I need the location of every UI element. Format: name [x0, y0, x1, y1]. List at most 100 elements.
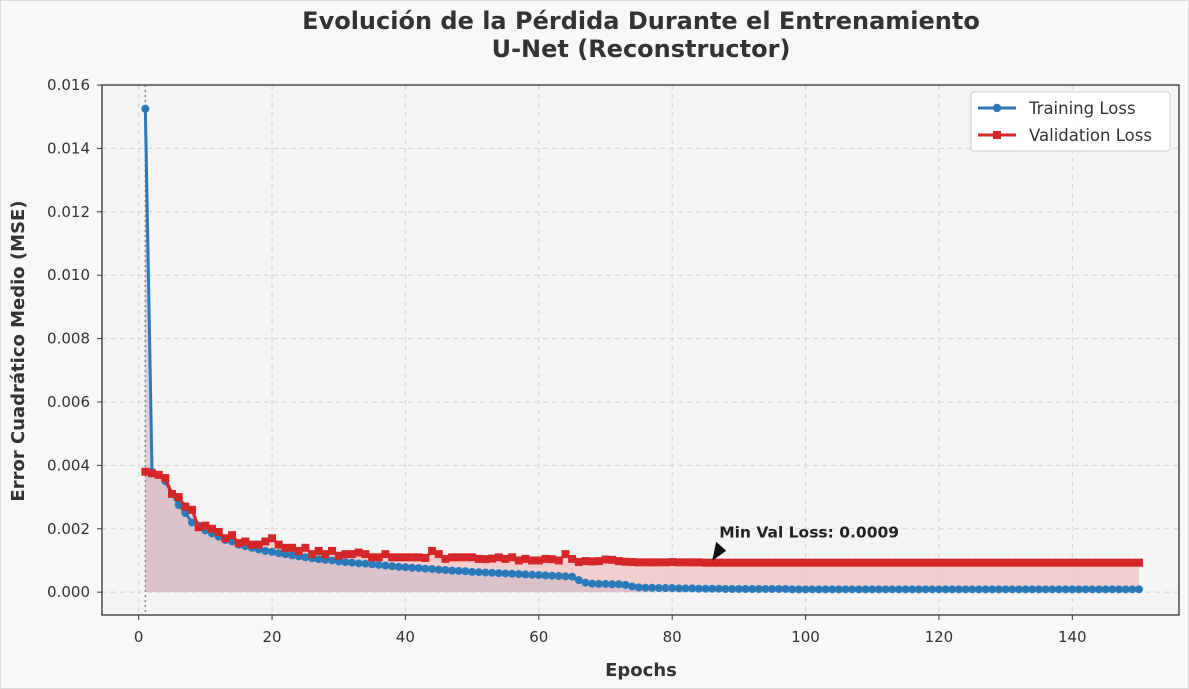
validation-point — [1128, 558, 1137, 567]
legend-training-marker — [992, 103, 1002, 113]
training-point — [748, 585, 757, 594]
training-markers — [141, 104, 1143, 594]
training-point — [721, 585, 730, 594]
training-point — [401, 563, 410, 572]
y-tick-label: 0.014 — [47, 139, 90, 157]
validation-point — [308, 550, 317, 559]
validation-point — [354, 548, 363, 557]
validation-point — [868, 558, 877, 567]
validation-point — [974, 558, 983, 567]
validation-point — [228, 531, 237, 540]
validation-point — [928, 558, 937, 567]
validation-point — [1021, 558, 1030, 567]
validation-point — [1114, 558, 1123, 567]
validation-point — [381, 550, 390, 559]
validation-point — [234, 539, 243, 548]
validation-point — [594, 557, 603, 566]
validation-point — [1054, 558, 1063, 567]
validation-point — [334, 551, 343, 560]
y-tick-label: 0.004 — [47, 456, 90, 474]
validation-point — [314, 546, 323, 555]
training-point — [681, 584, 690, 593]
x-tick-label: 120 — [925, 628, 954, 646]
validation-point — [994, 558, 1003, 567]
annotation-text: Min Val Loss: 0.0009 — [719, 524, 899, 542]
validation-point — [1001, 558, 1010, 567]
validation-point — [454, 553, 463, 562]
x-axis-label: Epochs — [605, 660, 677, 681]
validation-point — [854, 558, 863, 567]
validation-point — [814, 558, 823, 567]
training-point — [694, 584, 703, 593]
training-point — [361, 559, 370, 568]
validation-point — [421, 553, 430, 562]
validation-point — [328, 546, 337, 555]
training-point — [368, 560, 377, 569]
training-point — [434, 565, 443, 574]
training-point — [1054, 585, 1063, 594]
validation-point — [774, 558, 783, 567]
validation-point — [534, 556, 543, 565]
validation-point — [828, 558, 837, 567]
training-point — [614, 580, 623, 589]
validation-point — [714, 558, 723, 567]
validation-point — [201, 521, 210, 530]
training-point — [621, 580, 630, 589]
training-point — [1014, 585, 1023, 594]
validation-point — [621, 557, 630, 566]
validation-point — [734, 558, 743, 567]
training-point — [808, 585, 817, 594]
validation-point — [941, 558, 950, 567]
legend-box — [970, 91, 1171, 152]
chart-subtitle: U-Net (Reconstructor) — [492, 35, 791, 63]
training-point — [1008, 585, 1017, 594]
validation-point — [1074, 558, 1083, 567]
validation-point — [448, 553, 457, 562]
validation-point — [628, 558, 637, 567]
validation-point — [461, 553, 470, 562]
training-point — [854, 585, 863, 594]
validation-point — [968, 558, 977, 567]
training-point — [794, 585, 803, 594]
training-point — [928, 585, 937, 594]
training-point — [1068, 585, 1077, 594]
training-point — [654, 584, 663, 593]
training-point — [781, 585, 790, 594]
training-point — [481, 568, 490, 577]
validation-point — [568, 554, 577, 563]
validation-point — [761, 558, 770, 567]
training-point — [1101, 585, 1110, 594]
training-point — [548, 571, 557, 580]
validation-point — [494, 553, 503, 562]
x-tick-label: 80 — [663, 628, 682, 646]
training-point — [728, 585, 737, 594]
validation-point — [414, 553, 423, 562]
training-point — [1034, 585, 1043, 594]
training-point — [508, 569, 517, 578]
validation-point — [468, 553, 477, 562]
validation-point — [488, 554, 497, 563]
validation-point — [194, 523, 203, 532]
training-point — [768, 585, 777, 594]
validation-point — [794, 558, 803, 567]
training-point — [881, 585, 890, 594]
validation-point — [181, 502, 190, 511]
x-tick-label: 140 — [1058, 628, 1087, 646]
training-point — [528, 570, 537, 579]
validation-point — [401, 553, 410, 562]
validation-point — [268, 534, 277, 543]
validation-point — [508, 553, 517, 562]
validation-point — [188, 505, 197, 514]
training-point — [394, 562, 403, 571]
training-point — [568, 572, 577, 581]
training-point — [561, 572, 570, 581]
validation-point — [901, 558, 910, 567]
legend-item-training: Training Loss — [978, 99, 1136, 118]
validation-point — [1108, 558, 1117, 567]
training-point — [861, 585, 870, 594]
training-point — [874, 585, 883, 594]
validation-point — [428, 546, 437, 555]
training-point — [961, 585, 970, 594]
training-point — [601, 579, 610, 588]
training-point — [1128, 585, 1137, 594]
